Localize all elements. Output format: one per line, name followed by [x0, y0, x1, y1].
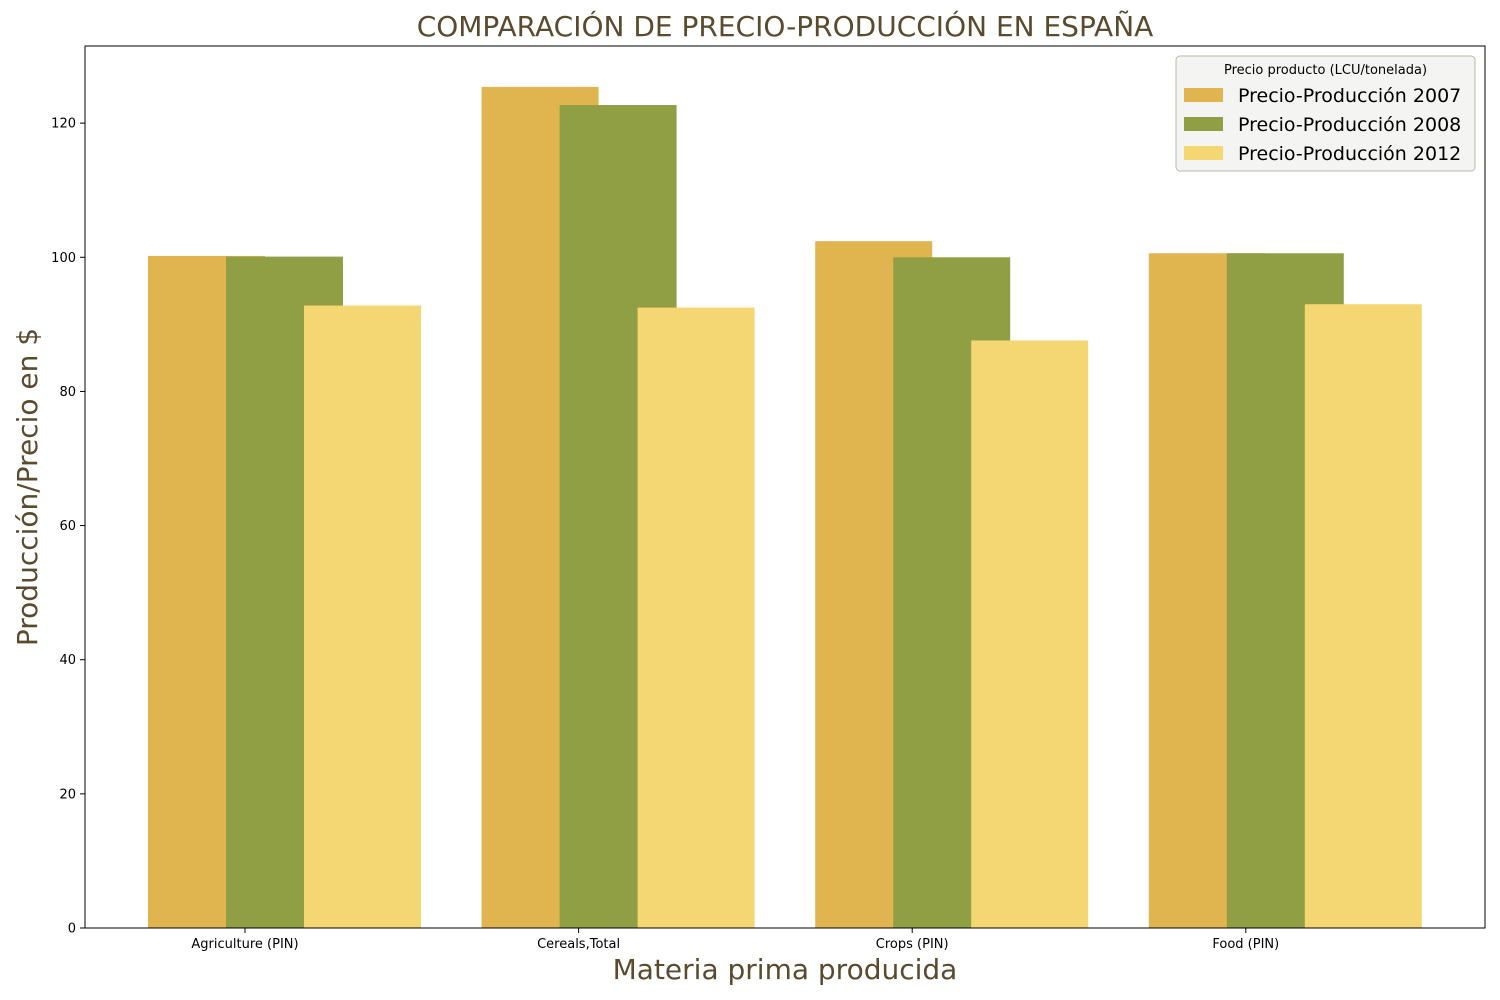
y-tick-label: 0 [68, 922, 76, 937]
y-axis: 0 20 40 60 80 100 120 [51, 117, 85, 937]
x-tick-label: Food (PIN) [1212, 937, 1279, 952]
bars-group [148, 86, 1422, 929]
x-axis-label: Materia prima producida [613, 953, 958, 986]
legend-box [1175, 55, 1476, 172]
y-tick-label: 60 [59, 519, 76, 534]
y-tick-label: 20 [59, 787, 76, 802]
x-tick-label: Crops (PIN) [876, 937, 949, 952]
legend-swatch [1184, 117, 1223, 131]
plot-frame [84, 45, 1486, 929]
bar-series-3-0 [304, 305, 421, 928]
legend-swatch [1184, 146, 1223, 160]
chart-title: COMPARACIÓN DE PRECIO-PRODUCCIÓN EN ESPA… [417, 9, 1154, 43]
bar-series-3-3 [1304, 304, 1422, 928]
y-axis-label: Producción/Precio en $ [11, 328, 44, 646]
x-axis: Agriculture (PIN) Cereals,Total Crops (PIN… [191, 928, 1279, 952]
y-tick-label: 100 [51, 251, 76, 266]
x-tick-label: Cereals,Total [537, 937, 620, 952]
legend-title: Precio producto (LCU/tonelada) [1224, 63, 1427, 78]
legend-swatch [1184, 88, 1223, 102]
legend-entry-label: Precio-Producción 2007 [1238, 85, 1461, 107]
legend-items: Precio-Producción 2007 Precio-Producción … [1184, 85, 1461, 165]
legend: Precio producto (LCU/tonelada) Precio-Pr… [1175, 55, 1476, 172]
y-tick-label: 80 [59, 385, 76, 400]
y-tick-label: 120 [51, 117, 76, 132]
bar-series-3-2 [971, 340, 1089, 928]
y-tick-label: 40 [59, 653, 76, 668]
x-tick-label: Agriculture (PIN) [191, 937, 298, 952]
legend-entry-label: Precio-Producción 2008 [1238, 114, 1461, 136]
legend-entry-label: Precio-Producción 2012 [1238, 143, 1461, 165]
bar-series-3-1 [637, 307, 755, 928]
